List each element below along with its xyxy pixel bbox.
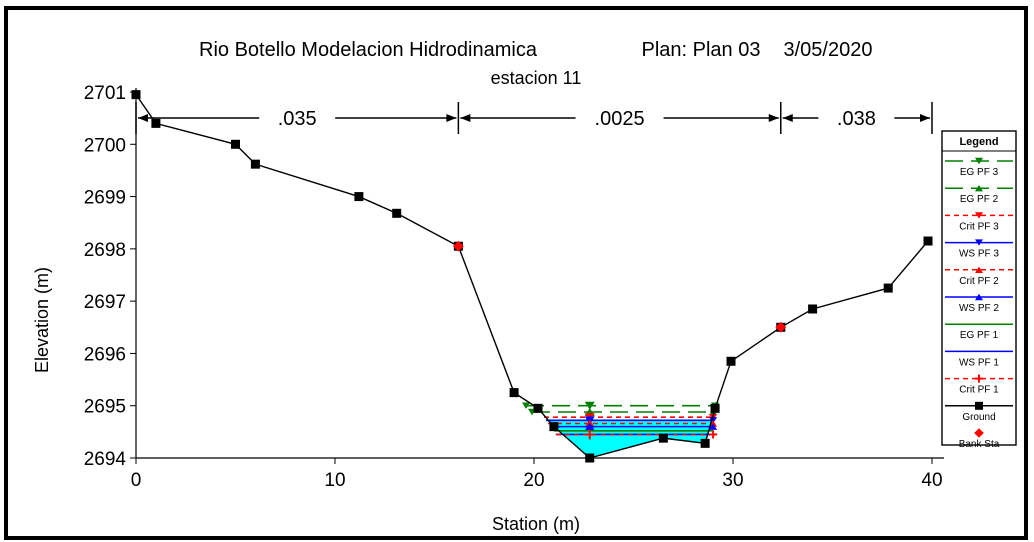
bank-station-marker bbox=[775, 321, 787, 333]
x-tick-label: 40 bbox=[921, 470, 942, 491]
chart-subtitle: estacion 11 bbox=[491, 68, 582, 88]
manning-n-bar: .035 .0025 .038 bbox=[135, 102, 933, 134]
ground-point bbox=[250, 159, 260, 169]
water-surface-marker bbox=[584, 429, 595, 440]
chart-frame: Rio Botello Modelacion Hidrodinamica Pla… bbox=[4, 6, 1028, 540]
ground-point bbox=[658, 433, 668, 443]
legend-entry-label: EG PF 1 bbox=[960, 330, 999, 341]
ground-line bbox=[135, 94, 929, 459]
x-tick-label: 30 bbox=[722, 470, 743, 491]
ground-point bbox=[392, 208, 402, 218]
bank-station-marker bbox=[452, 240, 464, 252]
x-tick-label: 0 bbox=[131, 470, 142, 491]
x-tick-label: 20 bbox=[523, 470, 544, 491]
ground-point bbox=[533, 403, 543, 413]
y-tick-label: 2701 bbox=[84, 83, 126, 104]
water-surface-marker bbox=[584, 401, 595, 410]
water-surface-marker bbox=[709, 430, 718, 439]
manning-n-label: .035 bbox=[278, 108, 317, 130]
manning-arrowhead-right bbox=[768, 114, 779, 122]
x-axis-label: Station (m) bbox=[492, 514, 580, 534]
ground-point bbox=[700, 438, 710, 448]
water-surface-marker bbox=[709, 423, 718, 430]
manning-arrowhead-left bbox=[782, 114, 793, 122]
legend-entry-label: EG PF 3 bbox=[960, 167, 999, 178]
legend: Legend EG PF 3 EG PF 2 Crit PF 3 WS PF 3 Crit… bbox=[941, 130, 1017, 450]
y-tick-label: 2697 bbox=[84, 292, 126, 313]
y-tick-label: 2695 bbox=[84, 397, 126, 418]
legend-marker bbox=[974, 428, 984, 438]
axes: 2694 2695 2696 2697 2698 2699 2700 2701 0 10 20 30 4… bbox=[84, 83, 944, 491]
ground-point bbox=[509, 388, 519, 398]
y-tick-label: 2699 bbox=[84, 188, 126, 209]
legend-marker bbox=[975, 212, 983, 219]
legend-marker bbox=[975, 401, 983, 410]
ground-point bbox=[231, 139, 240, 149]
water-surface-lines bbox=[522, 401, 720, 440]
legend-box bbox=[941, 130, 1017, 446]
ground-point bbox=[808, 304, 818, 314]
water-surface-marker bbox=[584, 422, 595, 431]
legend-entry-label: WS PF 2 bbox=[959, 303, 999, 314]
cross-section-chart: Rio Botello Modelacion Hidrodinamica Pla… bbox=[32, 39, 1017, 534]
legend-entry-label: Crit PF 2 bbox=[959, 276, 999, 287]
legend-entry-label: Ground bbox=[962, 412, 995, 423]
y-tick-label: 2694 bbox=[84, 449, 127, 470]
legend-entry-label: Crit PF 1 bbox=[959, 385, 999, 396]
ground-point bbox=[923, 236, 933, 246]
manning-n-label: .038 bbox=[837, 108, 876, 130]
y-tick-label: 2698 bbox=[84, 240, 126, 261]
legend-marker bbox=[975, 239, 983, 246]
legend-entry-label: Bank Sta bbox=[959, 439, 1000, 450]
y-tick-label: 2696 bbox=[84, 344, 126, 365]
manning-arrowhead-right bbox=[446, 114, 457, 122]
legend-marker bbox=[975, 157, 983, 165]
ground-point bbox=[549, 422, 559, 432]
date-label: 3/05/2020 bbox=[784, 39, 873, 61]
legend-marker bbox=[975, 266, 983, 273]
manning-arrowhead-left bbox=[138, 114, 148, 122]
legend-entry-label: EG PF 2 bbox=[960, 194, 999, 205]
legend-marker bbox=[975, 293, 983, 301]
legend-title: Legend bbox=[959, 136, 998, 148]
ground-profile bbox=[131, 90, 933, 463]
water-surface-marker bbox=[522, 402, 531, 409]
y-tick-label: 2700 bbox=[84, 135, 126, 156]
manning-arrowhead-right bbox=[920, 114, 930, 122]
legend-entry-label: WS PF 3 bbox=[959, 249, 999, 260]
legend-entry-label: WS PF 1 bbox=[959, 357, 999, 368]
x-tick-label: 10 bbox=[324, 470, 345, 491]
legend-marker bbox=[975, 374, 983, 383]
y-axis-label: Elevation (m) bbox=[32, 267, 52, 373]
manning-n-label: .0025 bbox=[595, 108, 645, 130]
legend-entry-label: Crit PF 3 bbox=[959, 221, 999, 232]
plan-label: Plan: Plan 03 bbox=[642, 39, 761, 61]
manning-arrowhead-left bbox=[460, 114, 471, 122]
chart-title: Rio Botello Modelacion Hidrodinamica bbox=[199, 39, 538, 61]
ground-point bbox=[883, 283, 893, 293]
ground-point bbox=[710, 403, 720, 413]
ground-point bbox=[354, 192, 364, 202]
ground-point bbox=[151, 118, 161, 128]
ground-point bbox=[726, 356, 736, 366]
legend-marker bbox=[975, 185, 983, 192]
